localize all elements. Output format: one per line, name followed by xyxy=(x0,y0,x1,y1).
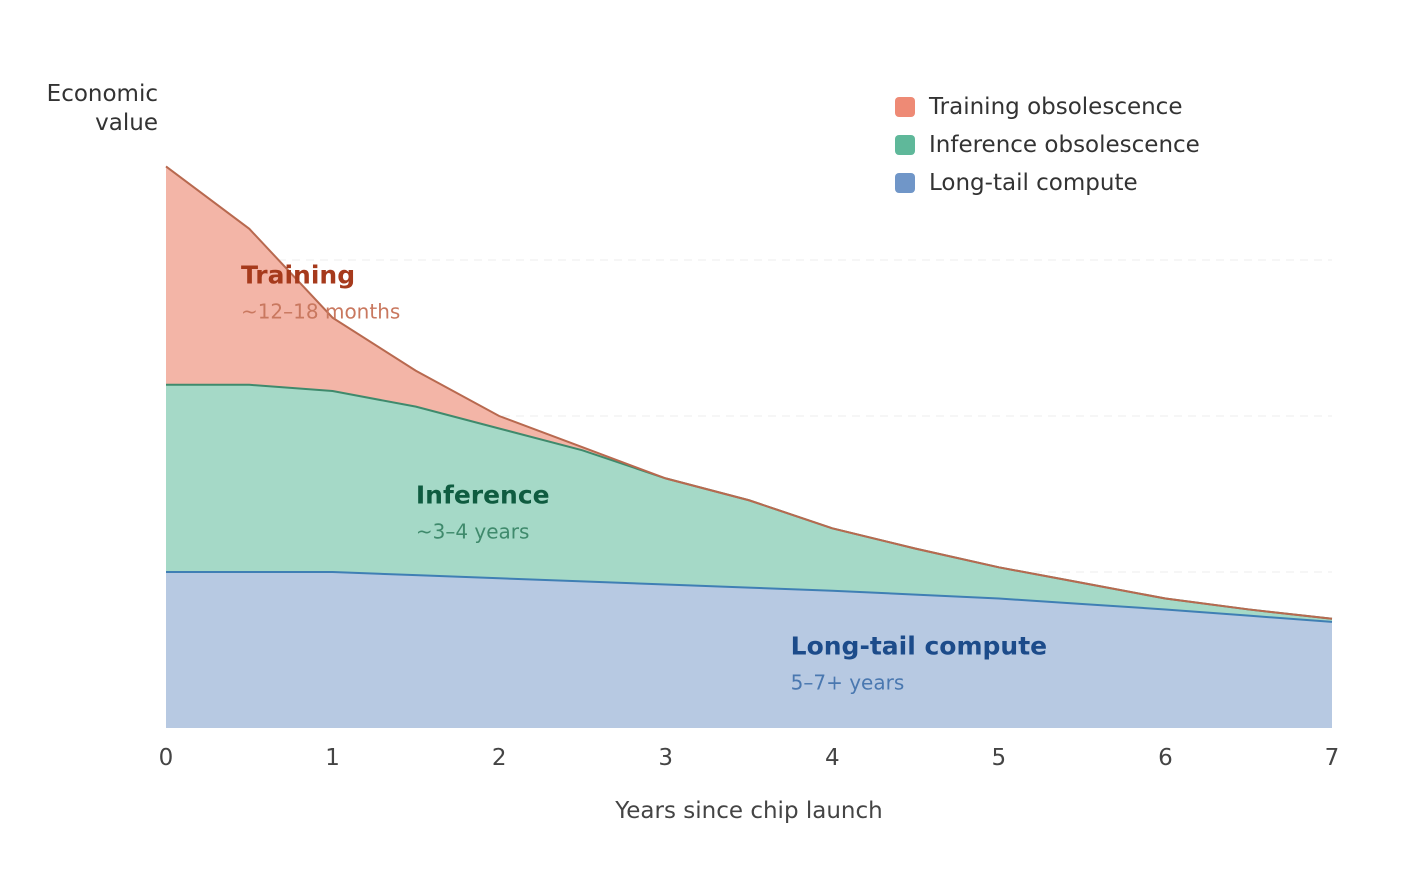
x-tick-label: 7 xyxy=(1325,745,1340,771)
y-axis-label: Economic value xyxy=(47,80,158,138)
x-tick-label: 0 xyxy=(159,745,174,771)
line-training-obsolescence xyxy=(165,165,1333,620)
x-tick-label: 1 xyxy=(325,745,340,771)
x-tick-label: 3 xyxy=(658,745,673,771)
annotation-subtitle: 5–7+ years xyxy=(791,671,905,695)
legend-label: Training obsolescence xyxy=(929,94,1183,120)
x-axis-label: Years since chip launch xyxy=(614,798,882,824)
legend-swatch-long-tail xyxy=(895,173,915,193)
x-tick-label: 2 xyxy=(492,745,507,771)
x-tick-label: 5 xyxy=(992,745,1007,771)
annotation-subtitle: ~3–4 years xyxy=(416,519,530,543)
x-tick-label: 4 xyxy=(825,745,840,771)
annotation-title: Training xyxy=(241,260,355,289)
legend-item-long-tail: Long-tail compute xyxy=(895,164,1200,202)
legend-item-inference: Inference obsolescence xyxy=(895,126,1200,164)
y-axis-label-line: value xyxy=(95,110,158,136)
legend-item-training: Training obsolescence xyxy=(895,88,1200,126)
legend-swatch-inference xyxy=(895,135,915,155)
area-training-obsolescence xyxy=(166,166,1332,619)
legend: Training obsolescence Inference obsolesc… xyxy=(895,88,1200,202)
y-axis-label-line: Economic xyxy=(46,81,158,107)
annotation-subtitle: ~12–18 months xyxy=(241,299,400,323)
legend-swatch-training xyxy=(895,97,915,117)
x-tick-label: 6 xyxy=(1158,745,1173,771)
annotation-title: Long-tail compute xyxy=(791,632,1047,661)
area-inference-obsolescence xyxy=(166,384,1332,622)
legend-label: Long-tail compute xyxy=(929,170,1138,196)
area-long-tail-compute xyxy=(166,572,1332,728)
legend-label: Inference obsolescence xyxy=(929,132,1200,158)
line-long-tail-compute xyxy=(166,571,1333,623)
annotation-title: Inference xyxy=(416,480,550,509)
